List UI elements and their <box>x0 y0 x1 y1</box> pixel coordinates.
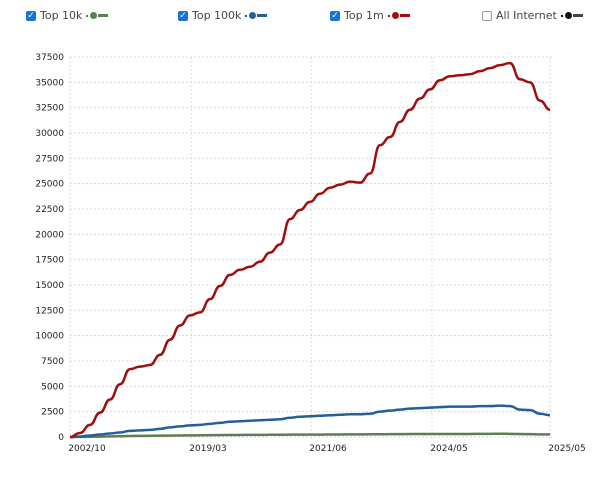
series-line-top-10k <box>69 432 551 439</box>
checkbox-checked-icon[interactable]: ✓ <box>330 10 340 21</box>
y-tick-label: 12500 <box>35 306 64 316</box>
series-line-top-100k <box>69 404 551 439</box>
y-tick-label: 22500 <box>35 205 64 215</box>
legend-item-top-100k[interactable]: ✓ Top 100k <box>178 9 268 22</box>
legend-label: Top 10k <box>40 9 83 22</box>
checkbox-unchecked-icon[interactable] <box>482 10 492 21</box>
y-tick-label: 0 <box>58 433 64 443</box>
y-tick-label: 27500 <box>35 154 64 164</box>
series-line-top-1m <box>69 61 551 439</box>
x-tick-label: 2002/10 <box>68 444 106 454</box>
x-tick-label: 2024/05 <box>430 444 467 454</box>
y-tick-label: 15000 <box>35 281 64 291</box>
y-tick-label: 10000 <box>35 332 64 342</box>
x-tick-label: 2025/05 <box>548 444 585 454</box>
series-marker-icon <box>560 12 583 19</box>
legend-label: Top 1m <box>344 9 384 22</box>
series-marker-icon <box>387 12 410 19</box>
y-tick-label: 35000 <box>35 78 64 88</box>
y-tick-label: 17500 <box>35 256 64 266</box>
y-tick-label: 25000 <box>35 180 64 190</box>
legend-label: Top 100k <box>192 9 242 22</box>
legend-item-all-internet[interactable]: All Internet <box>482 9 583 22</box>
y-tick-label: 32500 <box>35 104 64 114</box>
legend-item-top-10k[interactable]: ✓ Top 10k <box>26 9 109 22</box>
checkbox-checked-icon[interactable]: ✓ <box>26 10 36 21</box>
checkbox-checked-icon[interactable]: ✓ <box>178 10 188 21</box>
y-tick-label: 30000 <box>35 129 64 139</box>
y-tick-label: 2500 <box>41 408 64 418</box>
y-tick-label: 7500 <box>41 357 64 367</box>
y-tick-label: 20000 <box>35 230 64 240</box>
x-tick-label: 2019/03 <box>189 444 226 454</box>
series-marker-icon <box>86 12 109 19</box>
y-tick-label: 5000 <box>41 382 64 392</box>
legend-label: All Internet <box>496 9 557 22</box>
y-tick-label: 37500 <box>35 53 64 63</box>
x-tick-label: 2021/06 <box>309 444 347 454</box>
legend-item-top-1m[interactable]: ✓ Top 1m <box>330 9 410 22</box>
series-marker-icon <box>245 12 268 19</box>
